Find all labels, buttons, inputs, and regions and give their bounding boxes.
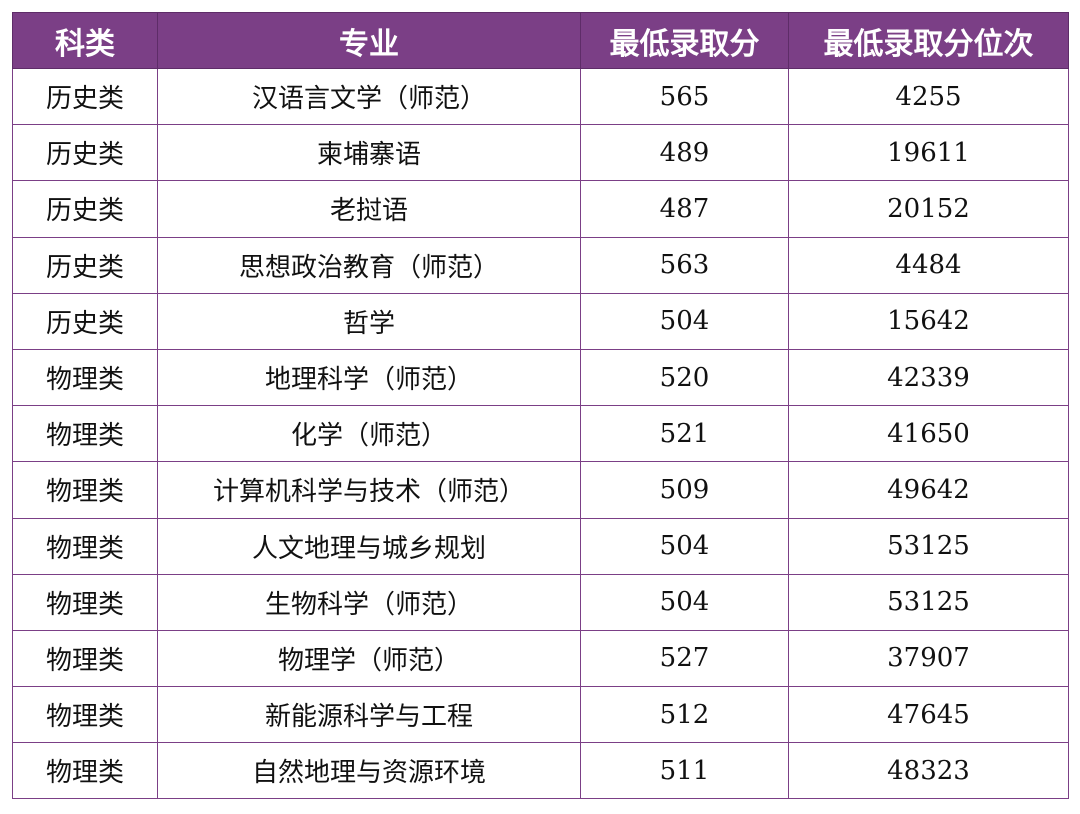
- table-row: 历史类 老挝语 487 20152: [12, 180, 1069, 238]
- major-cell: 新能源科学与工程: [157, 686, 581, 744]
- min-rank-cell: 37907: [788, 629, 1069, 688]
- min-score-cell: 489: [580, 124, 789, 182]
- category-cell: 物理类: [12, 742, 158, 800]
- min-rank-cell: 53125: [788, 517, 1069, 575]
- table-body: 历史类 汉语言文学（师范） 565 4255 历史类 柬埔寨语 489 19611 历史类 老挝语…: [12, 67, 1069, 800]
- major-cell: 地理科学（师范）: [157, 348, 581, 407]
- category-cell: 历史类: [12, 236, 158, 294]
- major-cell: 自然地理与资源环境: [157, 742, 581, 800]
- min-rank-cell: 49642: [788, 461, 1069, 519]
- table-row: 历史类 柬埔寨语 489 19611: [12, 124, 1069, 182]
- min-rank-cell: 42339: [788, 348, 1069, 407]
- major-cell: 化学（师范）: [157, 405, 581, 463]
- major-cell: 思想政治教育（师范）: [157, 236, 581, 294]
- header-cell: 专业: [157, 12, 581, 69]
- category-cell: 物理类: [12, 573, 158, 631]
- category-cell: 物理类: [12, 629, 158, 688]
- major-cell: 人文地理与城乡规划: [157, 517, 581, 575]
- header-cell: 科类: [12, 12, 158, 69]
- min-score-cell: 504: [580, 292, 789, 350]
- min-rank-cell: 19611: [788, 124, 1069, 182]
- category-cell: 历史类: [12, 292, 158, 350]
- table-row: 物理类 地理科学（师范） 520 42339: [12, 348, 1069, 407]
- table-row: 物理类 新能源科学与工程 512 47645: [12, 686, 1069, 744]
- min-rank-cell: 4484: [788, 236, 1069, 294]
- min-score-cell: 511: [580, 742, 789, 800]
- min-score-cell: 521: [580, 405, 789, 463]
- table-row: 物理类 物理学（师范） 527 37907: [12, 629, 1069, 688]
- category-cell: 物理类: [12, 686, 158, 744]
- category-cell: 物理类: [12, 405, 158, 463]
- table-row: 历史类 思想政治教育（师范） 563 4484: [12, 236, 1069, 294]
- min-rank-cell: 20152: [788, 180, 1069, 238]
- major-cell: 生物科学（师范）: [157, 573, 581, 631]
- table-row: 物理类 自然地理与资源环境 511 48323: [12, 742, 1069, 800]
- category-cell: 物理类: [12, 348, 158, 407]
- header-cell: 最低录取分: [580, 12, 789, 69]
- min-rank-cell: 48323: [788, 742, 1069, 800]
- min-score-cell: 563: [580, 236, 789, 294]
- category-cell: 历史类: [12, 180, 158, 238]
- min-score-cell: 504: [580, 517, 789, 575]
- category-cell: 物理类: [12, 517, 158, 575]
- category-cell: 历史类: [12, 124, 158, 182]
- min-score-cell: 565: [580, 67, 789, 126]
- min-rank-cell: 41650: [788, 405, 1069, 463]
- header-cell: 最低录取分位次: [788, 12, 1069, 69]
- min-rank-cell: 4255: [788, 67, 1069, 126]
- major-cell: 哲学: [157, 292, 581, 350]
- table-row: 历史类 汉语言文学（师范） 565 4255: [12, 67, 1069, 126]
- min-score-cell: 504: [580, 573, 789, 631]
- major-cell: 物理学（师范）: [157, 629, 581, 688]
- min-rank-cell: 53125: [788, 573, 1069, 631]
- min-score-cell: 512: [580, 686, 789, 744]
- major-cell: 汉语言文学（师范）: [157, 67, 581, 126]
- min-rank-cell: 47645: [788, 686, 1069, 744]
- major-cell: 计算机科学与技术（师范）: [157, 461, 581, 519]
- table-row: 物理类 计算机科学与技术（师范） 509 49642: [12, 461, 1069, 519]
- min-score-cell: 527: [580, 629, 789, 688]
- min-rank-cell: 15642: [788, 292, 1069, 350]
- min-score-cell: 487: [580, 180, 789, 238]
- header-row: 科类 专业 最低录取分 最低录取分位次: [12, 12, 1069, 69]
- table-row: 历史类 哲学 504 15642: [12, 292, 1069, 350]
- table-row: 物理类 化学（师范） 521 41650: [12, 405, 1069, 463]
- score-table: 科类 专业 最低录取分 最低录取分位次 历史类 汉语言文学（师范） 565 4255 历史类柬…: [12, 12, 1069, 800]
- min-score-cell: 520: [580, 348, 789, 407]
- table-row: 物理类 人文地理与城乡规划 504 53125: [12, 517, 1069, 575]
- category-cell: 历史类: [12, 67, 158, 126]
- major-cell: 老挝语: [157, 180, 581, 238]
- table-row: 物理类 生物科学（师范） 504 53125: [12, 573, 1069, 631]
- major-cell: 柬埔寨语: [157, 124, 581, 182]
- category-cell: 物理类: [12, 461, 158, 519]
- min-score-cell: 509: [580, 461, 789, 519]
